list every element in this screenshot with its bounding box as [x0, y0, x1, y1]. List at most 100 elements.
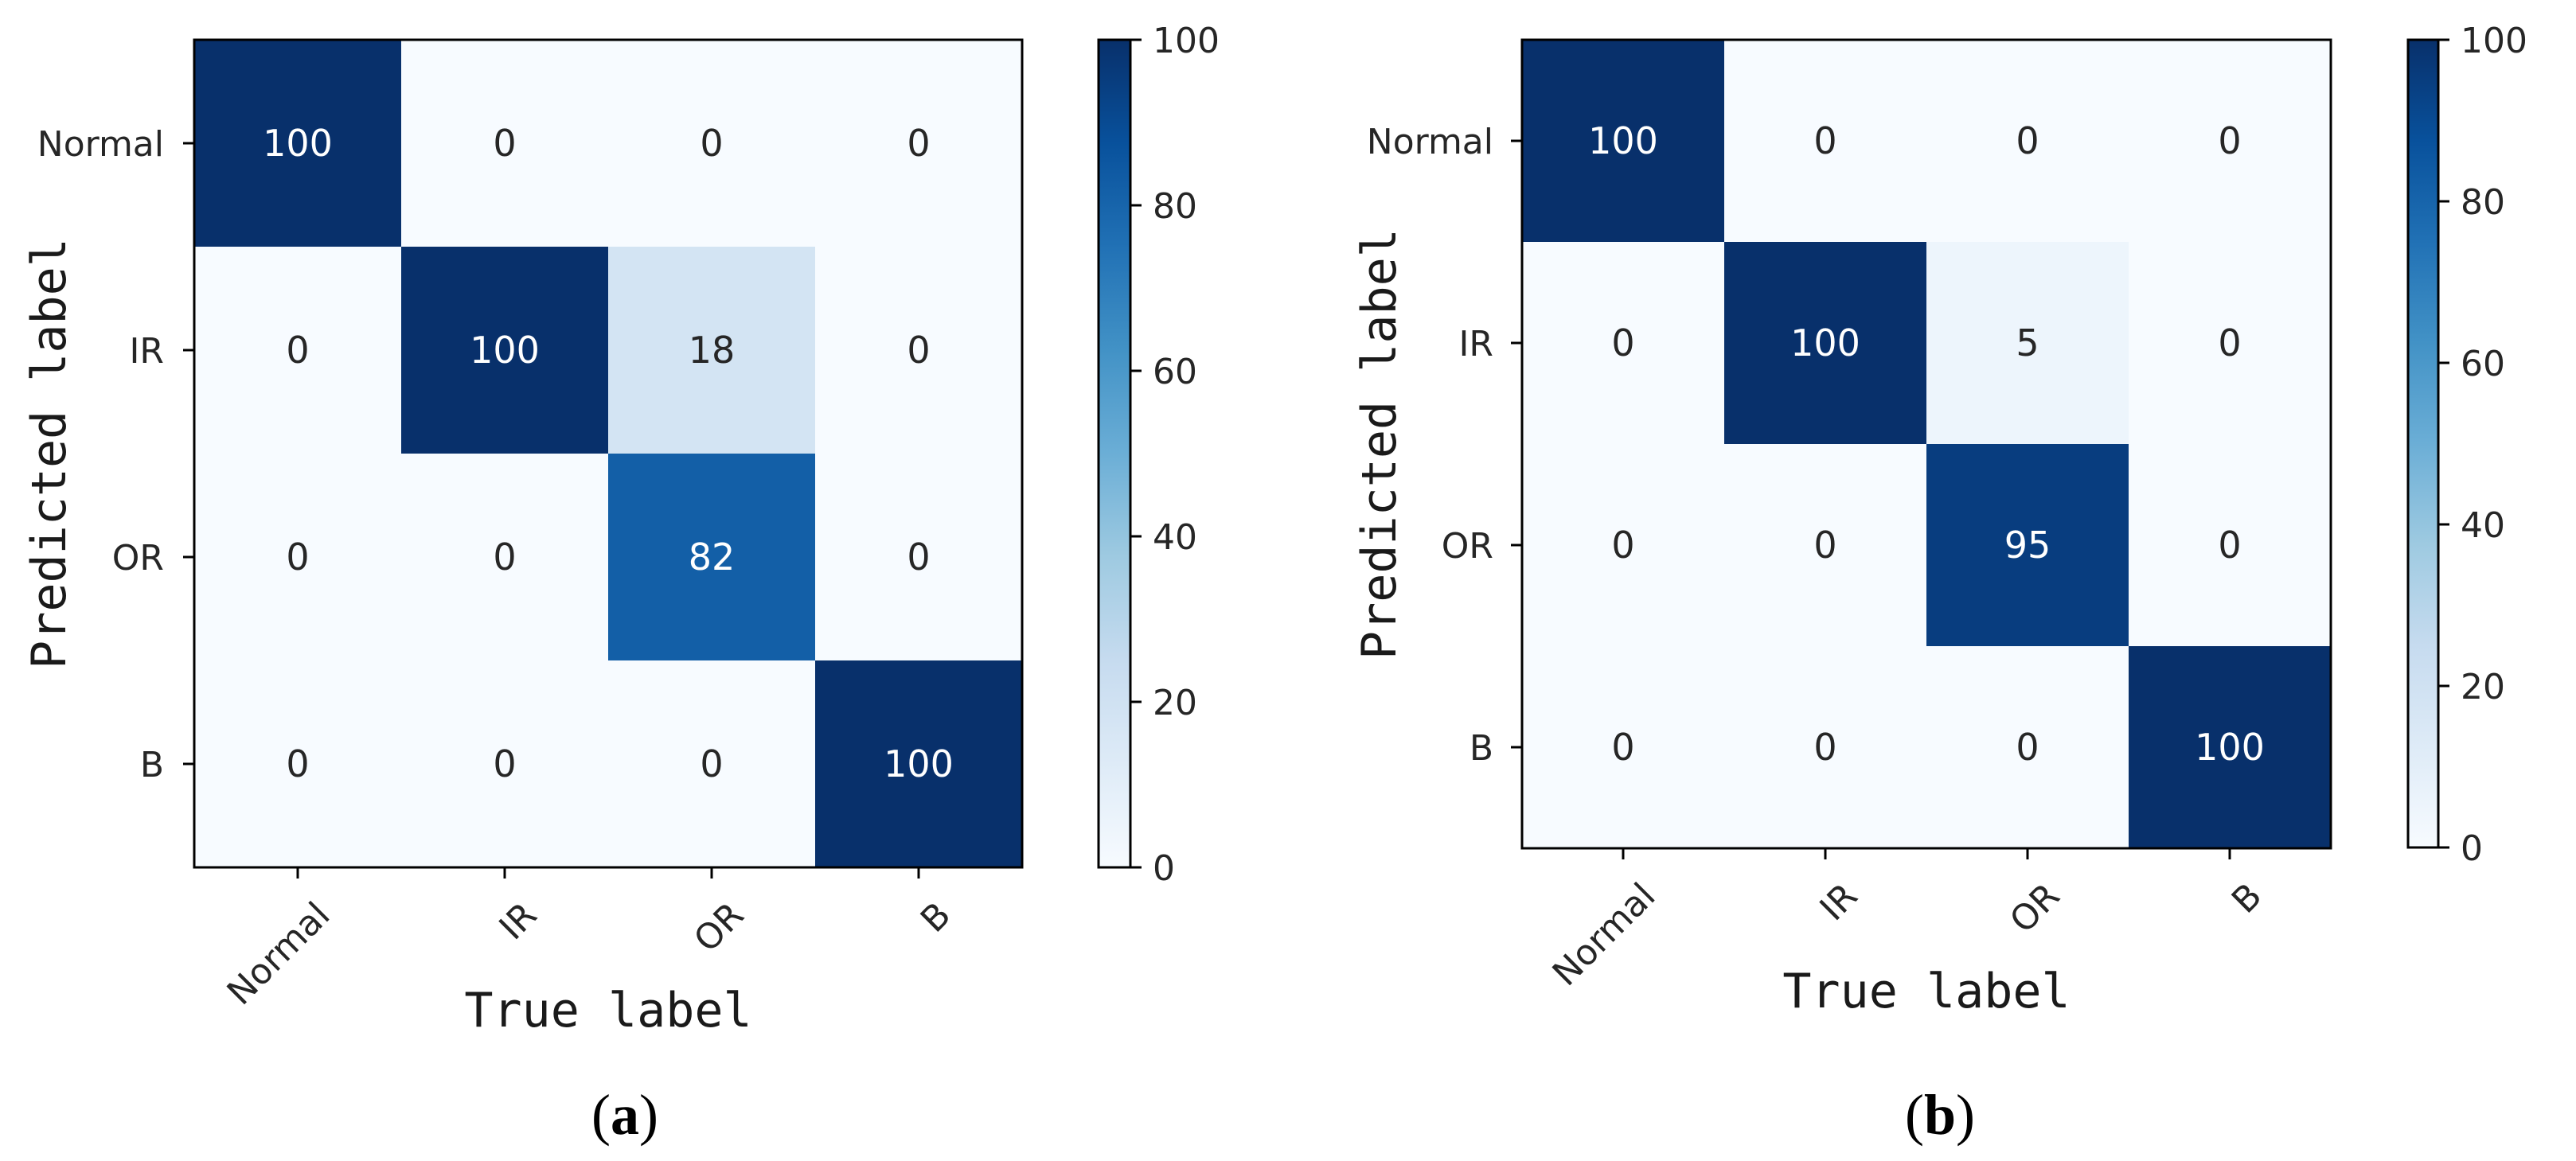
confusion-matrix-panel-b: 100 0 0 00 100 5 00 0 95 00 0 0 100NormalIRORBNormal… [1352, 21, 2527, 1147]
x-tick-label: Normal [220, 894, 338, 1013]
cell-value-label: 0 [1611, 524, 1634, 567]
colorbar-tick-label: 80 [1153, 186, 1197, 227]
cell-ir-ir [1724, 242, 1926, 444]
cell-b-normal [1522, 646, 1724, 848]
colorbar-tick-label: 0 [2461, 828, 2483, 869]
cell-normal-or [608, 40, 815, 247]
cell-value-label: 100 [884, 742, 954, 785]
cell-normal-normal [1522, 40, 1724, 242]
colorbar-tick-label: 0 [1153, 848, 1175, 889]
colorbar-tick-label: 20 [2461, 667, 2505, 707]
cell-or-ir [401, 454, 608, 660]
cell-or-ir [1724, 444, 1926, 646]
panel-label-letter: a [611, 1083, 639, 1147]
cell-value-label: 0 [2016, 726, 2039, 769]
cell-value-label: 0 [1611, 726, 1634, 769]
cell-ir-normal [194, 247, 401, 454]
y-axis-title: Predicted label [1352, 228, 1407, 660]
cell-b-or [1926, 646, 2129, 848]
panel-label-open-paren: ( [1905, 1083, 1924, 1147]
colorbar-tick-label: 60 [2461, 344, 2505, 384]
plot-frame [193, 38, 1024, 869]
panel-label-close-paren: ) [1956, 1083, 1975, 1147]
panel-label-letter: b [1924, 1083, 1956, 1147]
colorbar-tick-label: 100 [2461, 21, 2527, 61]
cell-value-label: 0 [286, 536, 309, 579]
cell-ir-or [1926, 242, 2129, 444]
x-tick-label: IR [1813, 875, 1866, 929]
cell-value-label: 0 [700, 742, 723, 785]
cell-value-label: 0 [2218, 524, 2241, 567]
cell-b-b [2129, 646, 2331, 848]
x-axis-title: True label [464, 983, 751, 1038]
cell-b-ir [401, 660, 608, 867]
cell-or-or [1926, 444, 2129, 646]
cell-value-label: 100 [263, 122, 333, 165]
plot-frame [1520, 38, 2332, 850]
cell-ir-or [608, 247, 815, 454]
y-tick-label: IR [129, 331, 164, 372]
cell-b-b [815, 660, 1022, 867]
cell-value-label: 0 [1611, 321, 1634, 364]
panel-label: (b) [1905, 1083, 1975, 1147]
colorbar-tick-label: 40 [2461, 505, 2505, 546]
confusion-matrix-panel-a: 100 0 0 0 0 100 18 0 0 0 82 0 0 0 0 100 Normal IR OR B Norma… [21, 21, 1220, 1147]
panel-label-open-paren: ( [591, 1083, 611, 1147]
cell-normal-ir [401, 40, 608, 247]
x-tick-label: IR [492, 894, 545, 948]
y-tick-label: Normal [1367, 122, 1493, 162]
x-tick-label: B [2224, 875, 2270, 921]
y-tick-label: B [140, 745, 164, 785]
y-tick-label: B [1469, 728, 1493, 769]
cell-or-b [815, 454, 1022, 660]
cell-or-b [2129, 444, 2331, 646]
cell-value-label: 0 [700, 122, 723, 165]
y-tick-label: OR [112, 538, 164, 579]
cell-value-label: 0 [2218, 119, 2241, 162]
cell-value-label: 0 [286, 329, 309, 372]
colorbar-tick-label: 100 [1153, 21, 1220, 61]
cell-b-or [608, 660, 815, 867]
x-axis-title: True label [1782, 964, 2070, 1019]
colorbar-tick-label: 40 [1153, 517, 1197, 558]
cell-b-normal [194, 660, 401, 867]
cell-value-label: 95 [2004, 524, 2051, 567]
y-tick-label: IR [1458, 324, 1493, 364]
panel-label-close-paren: ) [639, 1083, 658, 1147]
cell-value-label: 100 [1790, 321, 1860, 364]
y-tick-label: Normal [37, 124, 164, 165]
colorbar-tick-label: 80 [2461, 182, 2505, 223]
cell-value-label: 0 [493, 742, 516, 785]
cell-value-label: 0 [907, 536, 930, 579]
cell-value-label: 0 [286, 742, 309, 785]
cell-normal-b [2129, 40, 2331, 242]
cell-b-ir [1724, 646, 1926, 848]
cell-value-label: 0 [1813, 119, 1836, 162]
x-tick-label: OR [2002, 875, 2067, 941]
x-tick-label: OR [686, 894, 751, 960]
cell-ir-b [2129, 242, 2331, 444]
cell-normal-b [815, 40, 1022, 247]
cell-normal-normal [194, 40, 401, 247]
cell-value-label: 100 [2195, 726, 2265, 769]
cell-value-label: 5 [2016, 321, 2039, 364]
y-axis-title: Predicted label [21, 238, 77, 669]
cell-value-label: 0 [493, 536, 516, 579]
cell-value-label: 100 [470, 329, 540, 372]
colorbar [1097, 38, 1132, 869]
cell-or-normal [1522, 444, 1724, 646]
cell-value-label: 0 [907, 122, 930, 165]
cell-or-or [608, 454, 815, 660]
cell-ir-ir [401, 247, 608, 454]
cell-value-label: 0 [1813, 726, 1836, 769]
cell-or-normal [194, 454, 401, 660]
cell-ir-normal [1522, 242, 1724, 444]
cell-value-label: 0 [2016, 119, 2039, 162]
cell-value-label: 0 [2218, 321, 2241, 364]
cell-ir-b [815, 247, 1022, 454]
x-tick-label: Normal [1545, 875, 1664, 994]
cell-value-label: 0 [493, 122, 516, 165]
cell-value-label: 0 [907, 329, 930, 372]
cell-value-label: 18 [689, 329, 736, 372]
